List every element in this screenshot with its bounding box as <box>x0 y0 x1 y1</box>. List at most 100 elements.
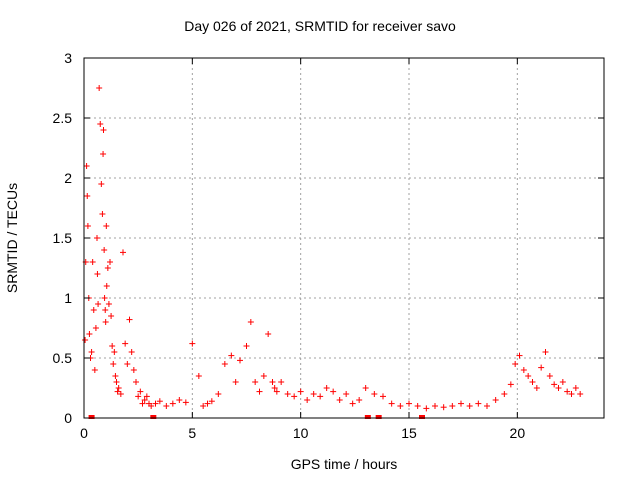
data-point <box>95 301 102 307</box>
data-point <box>512 361 519 367</box>
data-point <box>99 211 106 217</box>
data-point <box>91 367 98 373</box>
data-point <box>525 373 532 379</box>
data-point <box>96 85 103 91</box>
data-point <box>204 400 211 407</box>
data-point <box>260 373 267 379</box>
grid-lines <box>84 58 604 418</box>
y-tick-label: 3 <box>64 50 72 66</box>
data-point <box>120 249 126 256</box>
data-point <box>304 397 311 403</box>
data-point <box>284 391 291 397</box>
data-point <box>243 343 250 349</box>
zero-marker <box>88 415 95 419</box>
data-point <box>269 379 276 385</box>
data-point <box>323 385 330 391</box>
data-point <box>104 265 111 271</box>
data-point <box>86 331 93 337</box>
data-point <box>397 403 404 409</box>
data-point <box>343 391 350 397</box>
data-point <box>122 340 129 347</box>
y-tick-label: 0.5 <box>53 350 73 366</box>
data-point <box>542 349 549 355</box>
data-point <box>406 400 412 407</box>
data-point <box>568 391 575 397</box>
data-point <box>88 349 95 355</box>
x-tick-label: 15 <box>401 425 417 441</box>
data-point <box>141 397 148 403</box>
data-point <box>130 367 137 373</box>
data-point <box>112 373 119 379</box>
data-point <box>533 385 540 391</box>
data-point <box>148 403 155 409</box>
data-point <box>101 295 108 301</box>
data-point <box>139 400 146 407</box>
zero-marker <box>364 415 371 419</box>
zero-marker <box>150 415 157 419</box>
data-point <box>169 400 176 407</box>
data-point <box>310 391 317 397</box>
data-point <box>163 403 170 409</box>
data-point <box>388 400 395 407</box>
data-point <box>182 399 189 406</box>
data-point <box>278 379 285 385</box>
data-point <box>137 388 144 395</box>
data-point <box>449 403 456 409</box>
data-point <box>102 319 109 325</box>
data-point <box>101 247 108 253</box>
data-point <box>538 364 545 371</box>
data-point <box>176 397 183 403</box>
x-tick-label: 0 <box>80 425 88 441</box>
data-point <box>89 259 96 265</box>
data-point <box>458 400 464 407</box>
data-point <box>98 181 105 187</box>
data-point <box>94 235 100 241</box>
data-point <box>466 403 473 409</box>
data-point <box>143 393 150 400</box>
data-point <box>555 385 562 391</box>
data-point <box>546 373 553 379</box>
data-point <box>83 163 90 169</box>
data-point <box>195 373 202 379</box>
data-point <box>82 337 89 343</box>
data-point <box>114 388 121 395</box>
data-point <box>440 404 447 411</box>
data-point <box>297 388 304 395</box>
y-axis-label: SRMTID / TECUs <box>4 182 20 294</box>
data-point <box>115 385 122 391</box>
data-point <box>475 400 482 407</box>
zero-marker <box>419 415 425 419</box>
data-point <box>133 379 139 385</box>
data-point <box>349 400 356 407</box>
data-point <box>103 223 110 229</box>
data-point <box>516 352 523 359</box>
data-point <box>126 316 133 323</box>
x-axis-label: GPS time / hours <box>290 456 398 472</box>
data-point <box>124 361 131 367</box>
data-point <box>232 379 239 385</box>
zero-marker <box>375 415 382 419</box>
y-tick-label: 2 <box>64 170 72 186</box>
data-point <box>117 391 124 397</box>
chart-title: Day 026 of 2021, SRMTID for receiver sav… <box>184 18 456 34</box>
data-point <box>414 403 421 409</box>
data-point <box>108 313 115 319</box>
data-point <box>252 379 259 385</box>
data-point <box>371 391 378 397</box>
data-point <box>336 397 343 403</box>
data-point <box>564 388 571 395</box>
data-point <box>84 223 91 229</box>
data-point <box>208 398 215 405</box>
data-point <box>423 405 430 412</box>
data-point <box>291 393 298 400</box>
data-point <box>551 381 558 388</box>
data-point <box>152 400 159 407</box>
data-point <box>317 393 324 400</box>
data-point <box>156 398 163 405</box>
y-tick-label: 1 <box>64 290 72 306</box>
data-points <box>82 85 584 412</box>
data-point <box>107 259 113 265</box>
data-point <box>273 388 280 395</box>
data-point <box>135 393 142 400</box>
axis-ticks: 0 5 10 15 20 0 0.5 1 1.5 2 2.5 3 <box>53 50 604 441</box>
